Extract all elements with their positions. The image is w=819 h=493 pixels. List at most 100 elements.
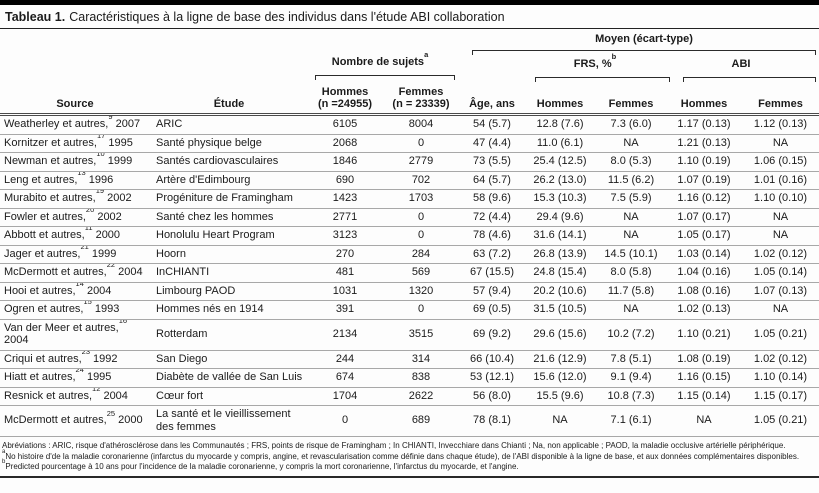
abi-femmes-cell: 1.05 (0.21) — [753, 414, 808, 427]
abi-femmes-cell: 1.01 (0.16) — [753, 173, 808, 186]
col-header-abi-hommes: Hommes — [680, 98, 728, 110]
reference-superscript: 10 — [96, 152, 105, 159]
femmes-n-cell: 0 — [417, 229, 425, 241]
femmes-n-cell: 1703 — [408, 192, 434, 204]
hommes-n-cell: 1031 — [332, 284, 358, 297]
hommes-n-cell: 2771 — [332, 210, 358, 223]
footnotes: Abréviations : ARIC, risque d'athérosclé… — [0, 437, 819, 473]
frs-hommes-cell: 15.6 (12.0) — [533, 371, 587, 383]
source-cell: Criqui et autres,23 1992 — [0, 350, 150, 369]
femmes-n-cell: 1320 — [408, 284, 434, 297]
source-cell: Hooi et autres,14 2004 — [0, 282, 150, 301]
abi-hommes-cell: 1.16 (0.12) — [677, 192, 731, 204]
table-row: Hooi et autres,14 2004 Limbourg PAOD 1031 1… — [0, 282, 819, 301]
frs-hommes-cell: 29.6 (15.6) — [533, 327, 587, 340]
source-cell: Newman et autres,10 1999 — [0, 153, 150, 172]
reference-superscript: 14 — [75, 282, 84, 288]
footnote: Abréviations : ARIC, risque d'athérosclé… — [2, 441, 786, 450]
femmes-n-cell: 314 — [411, 352, 431, 365]
etude-cell: InCHIANTI — [156, 266, 210, 278]
femmes-n-cell: 0 — [417, 136, 425, 149]
table-row: Kornitzer et autres,17 1995 Santé physiqu… — [0, 134, 819, 153]
source-cell: Kornitzer et autres,17 1995 — [0, 134, 150, 153]
frs-hommes-cell: 15.5 (9.6) — [536, 389, 584, 402]
etude-cell: Hommes nés en 1914 — [156, 303, 264, 315]
hommes-n-cell: 1704 — [332, 389, 358, 402]
frs-hommes-cell: 20.2 (10.6) — [533, 284, 587, 297]
age-cell: 72 (4.4) — [473, 210, 511, 223]
etude-cell: Santés cardiovasculaires — [156, 155, 279, 167]
bracket-frs — [535, 77, 670, 83]
age-cell: 54 (5.7) — [473, 118, 511, 130]
bracket-moyen — [472, 50, 816, 56]
bracket-nombre — [315, 75, 455, 81]
frs-femmes-cell: 7.3 (6.0) — [610, 118, 652, 130]
abi-femmes-cell: 1.05 (0.14) — [753, 266, 808, 278]
femmes-n-cell: 284 — [411, 247, 431, 260]
col-header-hommes-n: Hommes (n =24955) — [308, 86, 382, 110]
source-cell: Resnick et autres,12 2004 — [0, 387, 150, 406]
femmes-n-cell: 0 — [417, 210, 425, 223]
abi-hommes-cell: 1.21 (0.13) — [677, 136, 731, 149]
abi-hommes-cell: 1.07 (0.17) — [677, 210, 731, 223]
source-cell: Abbott et autres,11 2000 — [0, 227, 150, 246]
femmes-n-cell: 8004 — [408, 118, 434, 130]
frs-femmes-cell: 7.1 (6.1) — [610, 414, 652, 427]
table-title-text: Caractéristiques à la ligne de base des … — [69, 10, 505, 24]
abi-hommes-cell: 1.02 (0.13) — [677, 303, 731, 315]
col-header-abi-femmes: Femmes — [758, 98, 803, 110]
hommes-n-cell: 674 — [335, 371, 355, 383]
frs-femmes-cell: 8.0 (5.8) — [610, 266, 652, 278]
etude-cell: Honolulu Heart Program — [156, 229, 275, 241]
table-row: Ogren et autres,15 1993 Hommes nés en 191… — [0, 301, 819, 319]
frs-hommes-cell: NA — [552, 414, 568, 427]
col-header-femmes-n-line1: Femmes — [398, 86, 444, 98]
frs-hommes-cell: 29.4 (9.6) — [536, 210, 584, 223]
table-header: Moyen (écart-type) Nombre de sujetsa FRS… — [0, 29, 819, 113]
abi-hommes-cell: 1.07 (0.19) — [677, 173, 731, 186]
table-row: Resnick et autres,12 2004 Cœur fort 1704 26… — [0, 387, 819, 406]
etude-cell: Cœur fort — [156, 389, 204, 402]
abi-femmes-cell: 1.05 (0.21) — [753, 327, 808, 340]
col-header-frs-femmes: Femmes — [608, 98, 654, 110]
femmes-n-cell: 702 — [411, 173, 431, 186]
frs-femmes-cell: 11.7 (5.8) — [607, 284, 655, 297]
source-cell: Weatherley et autres,9 2007 — [0, 116, 150, 134]
source-cell: McDermott et autres,22 2004 — [0, 264, 150, 283]
spanner-nombre-de-sujets: Nombre de sujetsa — [300, 51, 460, 69]
hommes-n-cell: 1423 — [332, 192, 358, 204]
col-header-femmes-n: Femmes (n = 23339) — [382, 86, 460, 110]
femmes-n-cell: 3515 — [408, 327, 434, 340]
etude-cell: Limbourg PAOD — [156, 284, 236, 297]
source-cell: McDermott et autres,25 2000 — [4, 408, 143, 427]
reference-superscript: 20 — [85, 208, 95, 214]
table-row: Weatherley et autres,9 2007 ARIC 6105 8004 5… — [0, 116, 819, 134]
frs-femmes-cell: 7.8 (5.1) — [610, 352, 652, 365]
abi-hommes-cell: 1.04 (0.16) — [677, 266, 731, 278]
table-row: McDermott et autres,25 2000 La santé et l… — [0, 406, 819, 437]
etude-cell: Diabète de vallée de San Luis — [156, 371, 303, 383]
age-cell: 56 (8.0) — [473, 389, 511, 402]
hommes-n-cell: 6105 — [332, 118, 358, 130]
table-body: Weatherley et autres,9 2007 ARIC 6105 8004 5… — [0, 116, 819, 437]
footnote: bPredicted pourcentage à 10 ans pour l'i… — [2, 459, 519, 471]
abi-femmes-cell: 1.12 (0.13) — [753, 118, 808, 130]
hommes-n-cell: 2134 — [332, 327, 358, 340]
abi-hommes-cell: 1.03 (0.14) — [677, 247, 731, 260]
top-rule — [0, 0, 819, 5]
reference-superscript: 11 — [84, 226, 93, 233]
age-cell: 53 (12.1) — [469, 371, 515, 383]
frs-femmes-cell: 8.0 (5.3) — [610, 155, 652, 167]
reference-superscript: 23 — [81, 350, 90, 356]
hommes-n-cell: 1846 — [332, 155, 358, 167]
etude-cell: Santé physique belge — [156, 136, 262, 149]
spanner-nombre-label: Nombre de sujets — [331, 56, 425, 68]
table-title: Tableau 1. Caractéristiques à la ligne de… — [0, 5, 819, 29]
age-cell: 57 (9.4) — [473, 284, 511, 297]
abi-femmes-cell: NA — [772, 136, 789, 149]
spanner-abi: ABI — [731, 58, 751, 70]
reference-superscript: 25 — [106, 408, 116, 418]
abi-femmes-cell: 1.02 (0.12) — [753, 352, 808, 365]
frs-hommes-cell: 11.0 (6.1) — [536, 136, 584, 149]
frs-femmes-cell: NA — [623, 303, 639, 315]
